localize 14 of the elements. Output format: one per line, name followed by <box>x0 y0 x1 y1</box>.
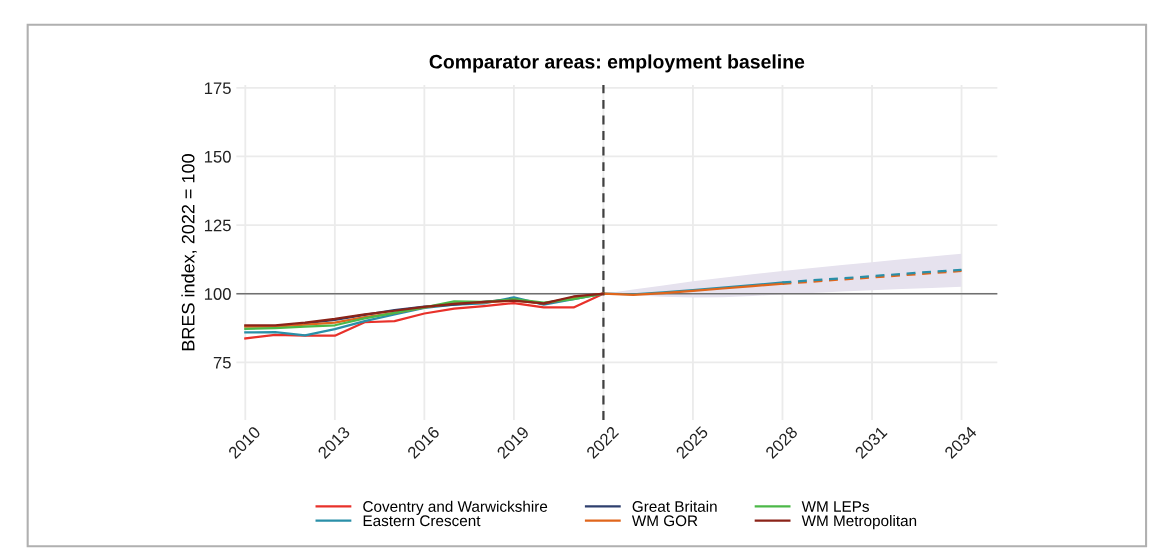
y-tick-label: 75 <box>213 356 231 369</box>
y-tick-label: 150 <box>204 150 231 163</box>
y-tick-label: 100 <box>204 288 231 300</box>
y-axis-title: BRES index, 2022 = 100 <box>181 154 197 351</box>
y-tick-label: 125 <box>204 219 231 232</box>
legend-label: WM LEPs <box>801 501 869 512</box>
legend-label: Coventry and Warwickshire <box>363 500 548 515</box>
chart-title: Comparator areas: employment baseline <box>429 54 805 73</box>
y-tick-label: 175 <box>204 82 231 95</box>
legend-label: Great Britain <box>632 500 717 512</box>
line-series <box>244 292 605 340</box>
legend-label: Eastern Crescent <box>363 515 481 527</box>
legend-label: WM GOR <box>631 515 698 527</box>
legend-label: WM Metropolitan <box>801 514 917 530</box>
